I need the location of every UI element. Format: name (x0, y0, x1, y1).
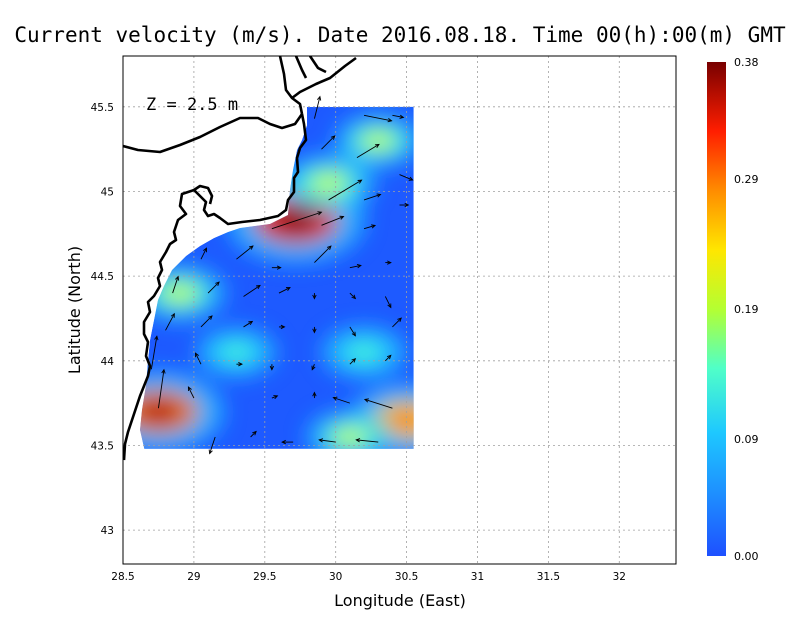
velocity-vector (236, 362, 243, 367)
velocity-vector (384, 296, 392, 309)
velocity-vector (349, 326, 356, 337)
colorbar-tick-label: 0.09 (734, 433, 759, 446)
velocity-vector (392, 317, 402, 328)
velocity-vector (321, 135, 336, 150)
velocity-vector (208, 436, 216, 455)
coastline (123, 56, 357, 461)
x-tick-label: 29.5 (253, 571, 276, 583)
x-tick-label: 32 (613, 571, 626, 583)
speed-hotspot-core (222, 344, 251, 361)
x-tick-label: 31.5 (537, 571, 560, 583)
colorbar-tick-label: 0.19 (734, 303, 759, 316)
y-tick-label: 44 (101, 356, 115, 368)
velocity-vector (363, 193, 382, 201)
velocity-vector (269, 364, 275, 371)
y-tick-label: 45.5 (91, 102, 114, 114)
colorbar-tick-label: 0.00 (734, 550, 759, 563)
x-tick-label: 28.5 (111, 571, 134, 583)
velocity-vector (363, 224, 377, 230)
y-tick-label: 45 (101, 186, 114, 198)
speed-hotspot-core (349, 344, 379, 361)
velocity-vector (278, 287, 291, 294)
velocity-vector (187, 386, 195, 399)
speed-hotspot-core (163, 284, 196, 302)
colorbar-tick-label: 0.38 (734, 56, 759, 69)
colorbar-tick-labels: 0.38 0.29 0.19 0.09 0.00 (734, 56, 759, 563)
colorbar-tick-label: 0.29 (734, 173, 759, 186)
velocity-vector (278, 324, 286, 330)
x-axis-label: Longitude (East) (334, 591, 466, 610)
y-tick-label: 43.5 (91, 440, 114, 452)
colorbar (707, 62, 726, 556)
velocity-vector (313, 95, 322, 119)
velocity-vector (312, 326, 317, 334)
x-tick-label: 30 (329, 571, 342, 583)
velocity-vector (332, 396, 351, 404)
velocity-vector (165, 312, 175, 331)
chart-title: Current velocity (m/s). Date 2016.08.18.… (14, 23, 786, 47)
velocity-vector (399, 174, 414, 181)
velocity-vector (363, 114, 393, 123)
velocity-vector (312, 293, 317, 300)
velocity-vector (281, 439, 294, 445)
plot-frame (122, 55, 677, 565)
velocity-vector (328, 179, 363, 201)
velocity-vector (312, 391, 317, 399)
velocity-vector (349, 357, 357, 365)
y-tick-labels: 43 43.5 44 44.5 45 45.5 (91, 102, 115, 537)
velocity-vector (243, 284, 261, 297)
x-tick-labels: 28.5 29 29.5 30 30.5 31 31.5 32 (111, 571, 626, 583)
velocity-vector (243, 320, 254, 328)
speed-field (140, 106, 414, 449)
velocity-vector (195, 352, 202, 365)
velocity-vector (200, 247, 207, 260)
depth-label: Z = 2.5 m (146, 95, 238, 115)
velocity-vector (236, 245, 254, 260)
velocity-vector (311, 364, 316, 371)
x-tick-label: 30.5 (395, 571, 418, 583)
x-tick-label: 29 (187, 571, 200, 583)
velocity-vector (349, 264, 362, 269)
velocity-vector (349, 292, 357, 300)
velocity-vector (250, 430, 257, 438)
velocity-vector (318, 438, 336, 443)
velocity-vector (271, 211, 323, 230)
velocity-vector (363, 398, 393, 409)
y-axis-label: Latitude (North) (65, 246, 84, 374)
velocity-vector (271, 395, 279, 400)
velocity-vectors (150, 95, 414, 455)
grid-lines (123, 56, 676, 564)
velocity-vector (355, 438, 379, 443)
velocity-vector (158, 368, 166, 409)
velocity-vector (172, 275, 180, 294)
velocity-vector (150, 335, 159, 370)
speed-hotspot-core (140, 398, 182, 425)
velocity-vector (271, 265, 282, 270)
velocity-vector (200, 315, 213, 328)
speed-hotspot-core (334, 428, 365, 446)
velocity-vector (207, 281, 220, 294)
y-tick-label: 44.5 (91, 271, 114, 283)
y-tick-label: 43 (101, 525, 114, 537)
velocity-vector (392, 114, 405, 119)
velocity-vector (356, 143, 380, 158)
velocity-vector (321, 215, 345, 226)
speed-hotspot-core (386, 408, 414, 432)
speed-hotspot-core (312, 173, 345, 193)
velocity-vector (385, 260, 392, 265)
x-tick-label: 31 (471, 571, 484, 583)
velocity-vector (314, 245, 332, 263)
velocity-vector (385, 354, 392, 362)
velocity-vector (399, 202, 410, 208)
speed-hotspot-core (363, 132, 394, 150)
